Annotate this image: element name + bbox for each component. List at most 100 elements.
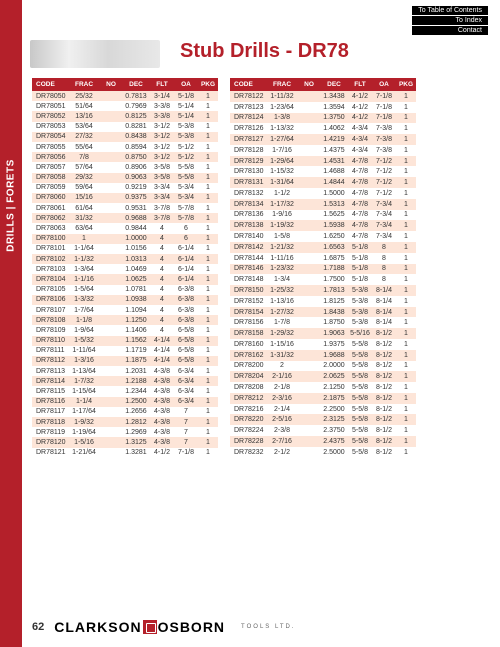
col-header: NO [298, 78, 320, 91]
table-cell: 1 [396, 253, 416, 264]
table-cell: 2.0625 [320, 371, 348, 382]
link-contact[interactable]: Contact [412, 26, 488, 35]
table-cell: 4 [150, 234, 174, 244]
table-cell: 1-11/16 [266, 253, 298, 264]
table-cell [298, 102, 320, 113]
table-cell: 1.4531 [320, 156, 348, 167]
table-cell: 8-1/2 [372, 393, 396, 404]
table-cell: 7-1/8 [174, 448, 198, 458]
table-cell: 3-1/2 [150, 142, 174, 152]
table-cell: 0.9375 [122, 193, 150, 203]
table-cell: 1 [396, 371, 416, 382]
table-row: DR781161-1/41.25004-3/86-3/41 [32, 397, 218, 407]
table-cell: 5-1/2 [174, 142, 198, 152]
table-cell: 0.7969 [122, 101, 150, 111]
table-cell: 25/32 [68, 91, 100, 101]
table-cell: 1.2500 [122, 397, 150, 407]
table-row: DR781381-19/321.59384-7/87-3/41 [230, 220, 416, 231]
table-cell: 1 [396, 404, 416, 415]
table-cell: 5-7/8 [174, 213, 198, 223]
table-cell: 2-7/16 [266, 436, 298, 447]
table-cell: 1-3/16 [68, 356, 100, 366]
table-cell [100, 407, 122, 417]
table-cell: 5-1/8 [348, 253, 372, 264]
table-cell: DR78050 [32, 91, 68, 101]
table-row: DR780567/80.87503-1/25-1/21 [32, 152, 218, 162]
table-cell: DR78105 [32, 285, 68, 295]
sidebar-label: DRILLS | FORETS [6, 159, 17, 252]
table-row: DR781041-1/161.062546-1/41 [32, 274, 218, 284]
table-cell: 2-5/16 [266, 414, 298, 425]
table-cell: 1-9/16 [266, 210, 298, 221]
table-cell: 8-1/2 [372, 404, 396, 415]
table-cell: 55/64 [68, 142, 100, 152]
table-cell [100, 122, 122, 132]
table-cell: 1.6875 [320, 253, 348, 264]
table-row: DR781291-29/641.45314-7/87-1/21 [230, 156, 416, 167]
table-cell: DR78060 [32, 193, 68, 203]
table-cell: 1.6563 [320, 242, 348, 253]
table-cell: 8-1/2 [372, 436, 396, 447]
table-cell: DR78100 [32, 234, 68, 244]
table-cell: 2.3125 [320, 414, 348, 425]
table-cell: 1 [396, 350, 416, 361]
table-cell: 0.8438 [122, 132, 150, 142]
table-cell: 1 [396, 382, 416, 393]
table-cell: DR78109 [32, 325, 68, 335]
link-toc[interactable]: To Table of Contents [412, 6, 488, 15]
table-cell: 1 [396, 285, 416, 296]
table-cell: 4-7/8 [348, 188, 372, 199]
table-cell: 0.8906 [122, 162, 150, 172]
table-cell: 1 [198, 122, 218, 132]
table-cell: 2.5000 [320, 447, 348, 458]
table-row: DR781281-7/161.43754-3/47-3/81 [230, 145, 416, 156]
table-cell: 1 [198, 203, 218, 213]
table-row: DR7805213/160.81253-3/85-1/41 [32, 111, 218, 121]
table-cell: 1 [198, 295, 218, 305]
table-cell: 5-5/8 [348, 425, 372, 436]
table-row: DR781071-7/641.109446-3/81 [32, 305, 218, 315]
table-cell: DR78101 [32, 244, 68, 254]
table-cell: DR78130 [230, 166, 266, 177]
table-cell: 1 [396, 425, 416, 436]
table-cell: 3-7/8 [150, 203, 174, 213]
table-cell: 2-1/2 [266, 447, 298, 458]
table-cell: 1.1562 [122, 336, 150, 346]
table-cell: 2.0000 [320, 361, 348, 372]
table-row: DR781181-9/321.28124-3/871 [32, 417, 218, 427]
table-row: DR781231-23/641.35944-1/27-1/81 [230, 102, 416, 113]
table-cell: DR78119 [32, 427, 68, 437]
table-cell: 1 [396, 274, 416, 285]
table-cell: 1.2656 [122, 407, 150, 417]
table-cell: 1.0781 [122, 285, 150, 295]
table-cell: 1-1/8 [68, 315, 100, 325]
table-cell: DR78136 [230, 210, 266, 221]
table-cell: 8 [372, 274, 396, 285]
table-cell: 1.4844 [320, 177, 348, 188]
table-cell: DR78146 [230, 264, 266, 275]
table-cell: DR78116 [32, 397, 68, 407]
tables-container: CODEFRACNODECFLTOAPKG DR7805025/320.7813… [32, 78, 416, 458]
table-cell: 4-7/8 [348, 177, 372, 188]
table-cell: 1.1094 [122, 305, 150, 315]
table-cell: 1-23/64 [266, 102, 298, 113]
table-cell [100, 285, 122, 295]
footer: 62 CLARKSONOSBORN TOOLS LTD. [32, 619, 488, 635]
table-cell: 1-15/64 [68, 386, 100, 396]
table-cell: 5-5/8 [348, 414, 372, 425]
table-cell: DR78129 [230, 156, 266, 167]
table-cell: 1 [396, 220, 416, 231]
table-cell: DR78113 [32, 366, 68, 376]
table-cell: 7-1/8 [372, 113, 396, 124]
link-index[interactable]: To Index [412, 16, 488, 25]
table-cell: DR78111 [32, 346, 68, 356]
table-cell: 1 [198, 223, 218, 233]
table-cell: 0.9531 [122, 203, 150, 213]
col-header: NO [100, 78, 122, 91]
spec-table-left: CODEFRACNODECFLTOAPKG DR7805025/320.7813… [32, 78, 218, 458]
page-title: Stub Drills - DR78 [180, 40, 349, 63]
table-cell [100, 274, 122, 284]
table-cell: 4-3/8 [150, 397, 174, 407]
col-header: FLT [150, 78, 174, 91]
table-cell: 6 [174, 223, 198, 233]
